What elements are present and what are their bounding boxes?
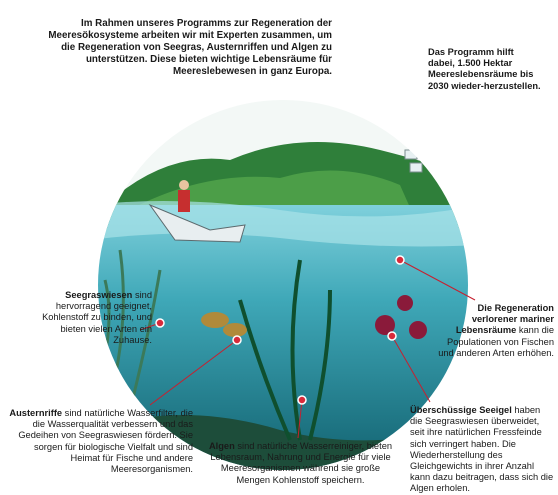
callout-text: sind natürliche Wasserreiniger, bieten L… — [210, 441, 392, 485]
goal-text: Das Programm hilft dabei, 1.500 Hektar M… — [428, 47, 543, 92]
intro-text: Im Rahmen unseres Programms zur Regenera… — [32, 18, 332, 78]
callout-seagrass: Seegraswiesen sind hervorragend geeignet… — [20, 290, 152, 346]
callout-title: Überschüssige Seeigel — [410, 405, 512, 415]
callout-urchins: Überschüssige Seeigel haben die Seegrasw… — [410, 405, 555, 495]
infographic: Im Rahmen unseres Programms zur Regenera… — [0, 0, 558, 495]
callout-title: Seegraswiesen — [65, 290, 132, 300]
callout-title: Austernriffe — [9, 408, 62, 418]
callout-oysters: Austernriffe sind natürliche Wasserfilte… — [8, 408, 193, 475]
callout-title: Algen — [209, 441, 235, 451]
callout-regeneration: Die Regeneration verlorener mariner Lebe… — [432, 303, 554, 359]
callout-algae: Algen sind natürliche Wasserreiniger, bi… — [208, 441, 393, 486]
callout-text: haben die Seegraswiesen überweidet, seit… — [410, 405, 553, 493]
